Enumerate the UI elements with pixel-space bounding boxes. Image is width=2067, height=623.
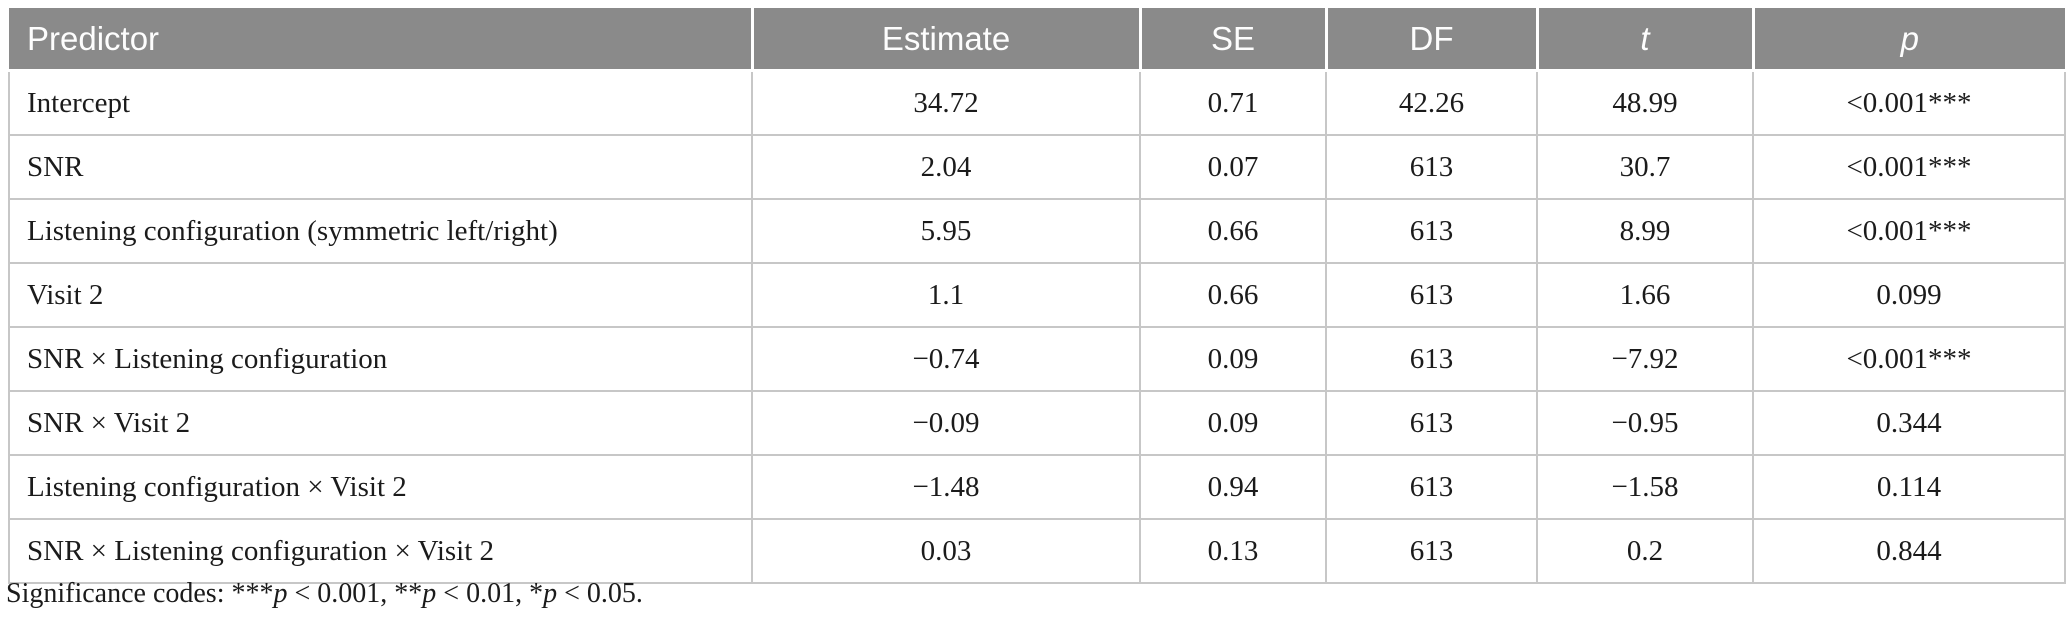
se-cell: 0.66 <box>1139 198 1327 264</box>
footnote-text: < 0.05. <box>557 578 643 609</box>
table-body: Intercept 34.72 0.71 42.26 48.99 <0.001*… <box>8 69 2066 584</box>
mixed-model-results-table: Predictor Estimate SE DF t p Intercept 3… <box>8 8 2066 584</box>
header-row: Predictor Estimate SE DF t p <box>9 8 2065 72</box>
footnote-p-symbol: p <box>422 578 437 609</box>
df-cell: 42.26 <box>1325 69 1538 136</box>
p-cell: 0.099 <box>1752 262 2066 328</box>
table-row: SNR 2.04 0.07 613 30.7 <0.001*** <box>8 134 2066 200</box>
t-cell: −0.95 <box>1536 390 1754 456</box>
df-cell: 613 <box>1325 262 1538 328</box>
p-cell: 0.114 <box>1752 454 2066 520</box>
table-header: Predictor Estimate SE DF t p <box>9 8 2065 72</box>
significance-codes-footnote: Significance codes: ***p < 0.001, **p < … <box>6 578 643 610</box>
footnote-p-symbol: p <box>273 578 288 609</box>
se-cell: 0.09 <box>1139 326 1327 392</box>
p-cell: <0.001*** <box>1752 69 2066 136</box>
estimate-cell: 2.04 <box>751 134 1141 200</box>
column-header-df: DF <box>1324 8 1539 72</box>
estimate-cell: 1.1 <box>751 262 1141 328</box>
p-cell: 0.344 <box>1752 390 2066 456</box>
predictor-cell: Listening configuration (symmetric left/… <box>8 198 753 264</box>
column-header-t: t <box>1535 8 1755 72</box>
column-header-se: SE <box>1138 8 1328 72</box>
df-cell: 613 <box>1325 198 1538 264</box>
p-cell: <0.001*** <box>1752 198 2066 264</box>
p-cell: 0.844 <box>1752 518 2066 584</box>
statistics-table-container: Predictor Estimate SE DF t p Intercept 3… <box>8 8 2066 584</box>
predictor-cell: Intercept <box>8 69 753 136</box>
se-cell: 0.09 <box>1139 390 1327 456</box>
table-row: Listening configuration (symmetric left/… <box>8 198 2066 264</box>
t-cell: −1.58 <box>1536 454 1754 520</box>
footnote-text: < 0.001, ** <box>287 578 423 609</box>
p-cell: <0.001*** <box>1752 326 2066 392</box>
table-row: SNR × Listening configuration −0.74 0.09… <box>8 326 2066 392</box>
estimate-cell: 0.03 <box>751 518 1141 584</box>
estimate-cell: −0.09 <box>751 390 1141 456</box>
t-cell: 1.66 <box>1536 262 1754 328</box>
t-cell: 8.99 <box>1536 198 1754 264</box>
t-cell: 30.7 <box>1536 134 1754 200</box>
predictor-cell: SNR × Listening configuration <box>8 326 753 392</box>
df-cell: 613 <box>1325 454 1538 520</box>
p-cell: <0.001*** <box>1752 134 2066 200</box>
table-row: SNR × Visit 2 −0.09 0.09 613 −0.95 0.344 <box>8 390 2066 456</box>
df-cell: 613 <box>1325 134 1538 200</box>
se-cell: 0.07 <box>1139 134 1327 200</box>
estimate-cell: −1.48 <box>751 454 1141 520</box>
se-cell: 0.71 <box>1139 69 1327 136</box>
table-row: Visit 2 1.1 0.66 613 1.66 0.099 <box>8 262 2066 328</box>
column-header-p: p <box>1751 8 2065 72</box>
t-cell: 0.2 <box>1536 518 1754 584</box>
table-row: Listening configuration × Visit 2 −1.48 … <box>8 454 2066 520</box>
se-cell: 0.94 <box>1139 454 1327 520</box>
estimate-cell: 5.95 <box>751 198 1141 264</box>
table-row: SNR × Listening configuration × Visit 2 … <box>8 518 2066 584</box>
predictor-cell: SNR × Visit 2 <box>8 390 753 456</box>
estimate-cell: 34.72 <box>751 69 1141 136</box>
footnote-text: Significance codes: *** <box>6 578 274 609</box>
footnote-p-symbol: p <box>543 578 558 609</box>
predictor-cell: SNR <box>8 134 753 200</box>
column-header-predictor: Predictor <box>9 8 754 72</box>
se-cell: 0.13 <box>1139 518 1327 584</box>
t-cell: 48.99 <box>1536 69 1754 136</box>
footnote-text: < 0.01, * <box>436 578 544 609</box>
df-cell: 613 <box>1325 390 1538 456</box>
df-cell: 613 <box>1325 326 1538 392</box>
predictor-cell: Listening configuration × Visit 2 <box>8 454 753 520</box>
predictor-cell: Visit 2 <box>8 262 753 328</box>
column-header-estimate: Estimate <box>750 8 1142 72</box>
t-cell: −7.92 <box>1536 326 1754 392</box>
table-row: Intercept 34.72 0.71 42.26 48.99 <0.001*… <box>8 69 2066 136</box>
se-cell: 0.66 <box>1139 262 1327 328</box>
estimate-cell: −0.74 <box>751 326 1141 392</box>
df-cell: 613 <box>1325 518 1538 584</box>
predictor-cell: SNR × Listening configuration × Visit 2 <box>8 518 753 584</box>
